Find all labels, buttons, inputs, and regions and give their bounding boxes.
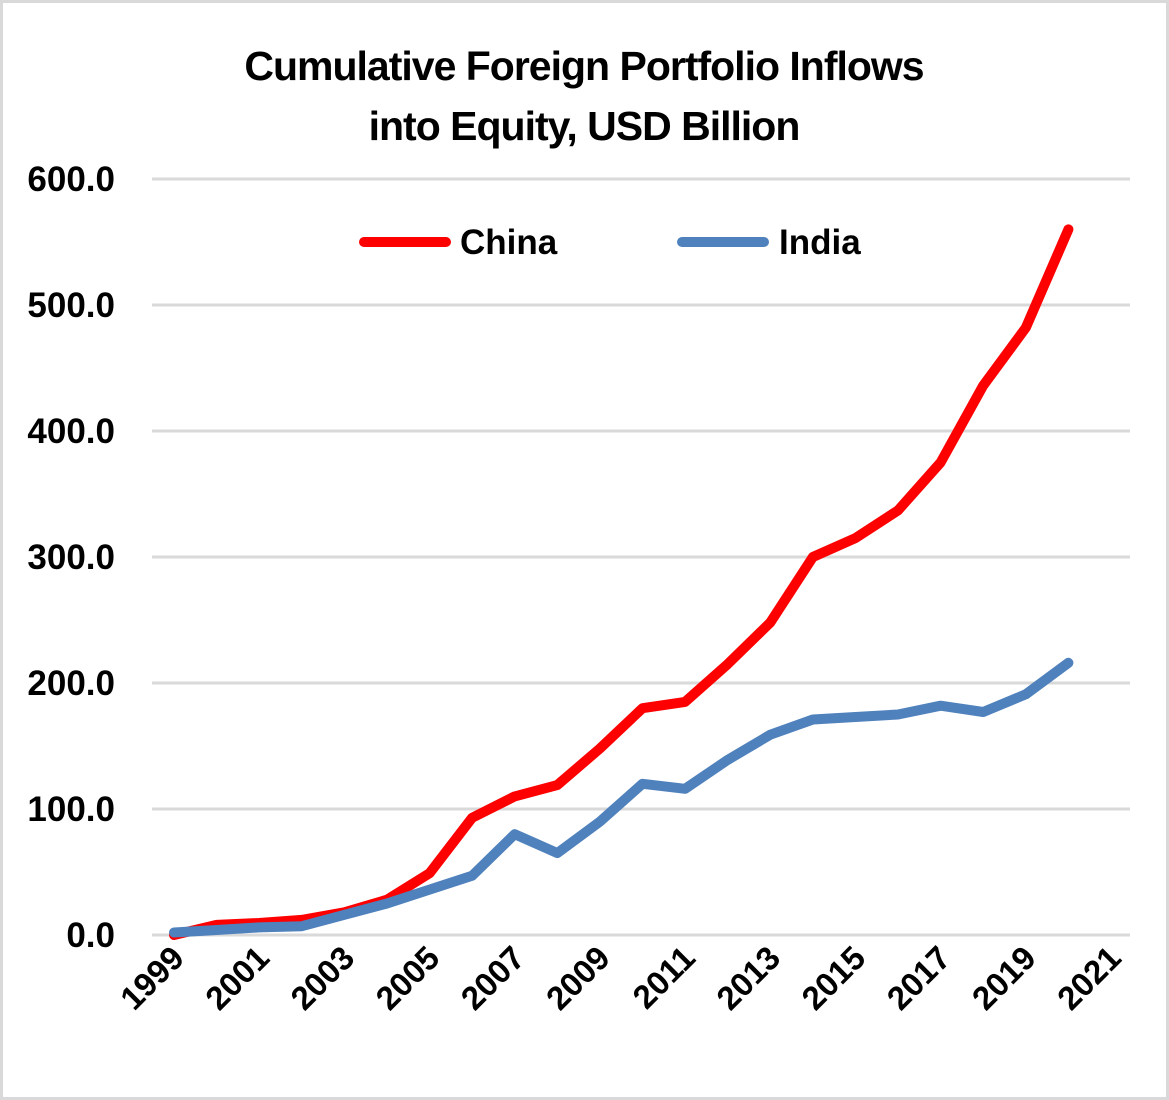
x-tick-label: 1999 [113, 939, 191, 1017]
y-tick-label: 500.0 [27, 286, 115, 325]
x-tick-label: 2017 [880, 939, 958, 1017]
legend: China India [359, 223, 861, 262]
x-tick-label: 2003 [283, 939, 361, 1017]
x-tick-label: 2005 [368, 939, 446, 1017]
x-tick-label: 2021 [1050, 939, 1128, 1017]
series-lines [169, 224, 1074, 940]
x-tick-label: 2011 [625, 939, 702, 1016]
x-axis-ticks: 1999 2001 2003 2005 2007 2009 2011 2013 2015 2017… [113, 939, 1128, 1017]
legend-label-china[interactable]: China [460, 223, 558, 262]
series-line-india[interactable] [169, 657, 1074, 938]
y-axis-ticks: 0.0 100.0 200.0 300.0 400.0 500.0 600.0 [27, 160, 115, 955]
x-tick-label: 2001 [198, 939, 276, 1017]
x-tick-label: 2009 [539, 939, 617, 1017]
y-tick-label: 0.0 [66, 916, 115, 955]
x-tick-label: 2019 [965, 939, 1043, 1017]
x-tick-label: 2007 [454, 939, 532, 1017]
y-tick-label: 300.0 [27, 538, 115, 577]
chart-title-line-1: Cumulative Foreign Portfolio Inflows [244, 43, 923, 89]
x-tick-label: 2013 [709, 939, 787, 1017]
series-line-china[interactable] [169, 224, 1074, 940]
legend-label-india[interactable]: India [779, 223, 861, 262]
y-tick-label: 400.0 [27, 412, 115, 451]
y-tick-label: 600.0 [27, 160, 115, 199]
y-tick-label: 200.0 [27, 664, 115, 703]
chart-title-line-2: into Equity, USD Billion [369, 103, 800, 149]
y-tick-label: 100.0 [27, 790, 115, 829]
chart-title: Cumulative Foreign Portfolio Inflows int… [244, 43, 924, 149]
x-tick-label: 2015 [794, 939, 872, 1017]
gridlines [152, 177, 1130, 937]
